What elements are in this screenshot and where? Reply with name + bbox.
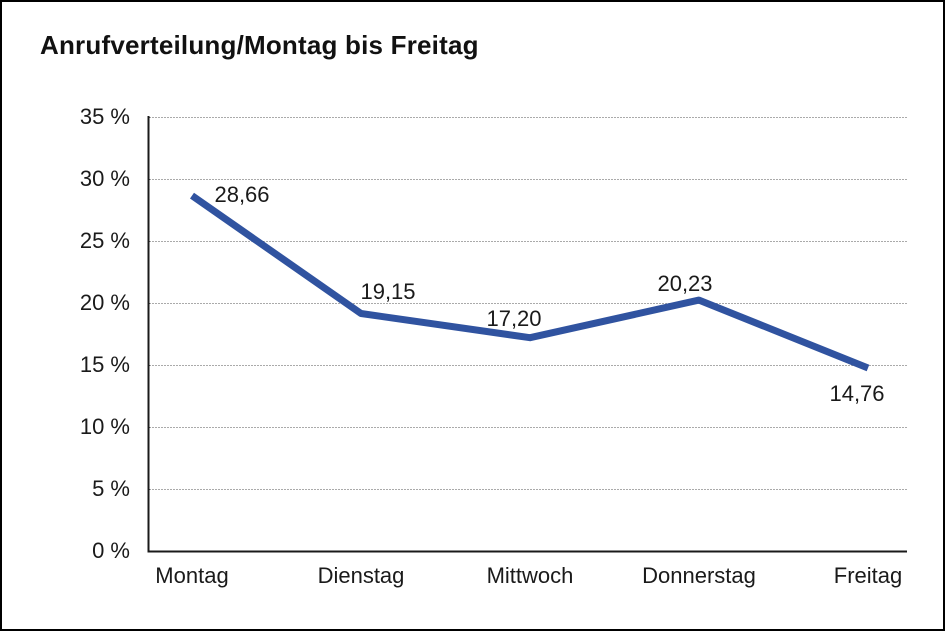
data-point-label: 19,15 (360, 278, 416, 304)
data-series-line (189, 192, 870, 372)
y-tick-label: 5 % (92, 476, 130, 501)
x-tick-label: Mittwoch (486, 563, 574, 588)
y-tick-label: 10 % (79, 414, 130, 439)
y-tick-label: 25 % (79, 228, 130, 253)
chart-title: Anrufverteilung/Montag bis Freitag (40, 30, 479, 60)
x-tick-label: Dienstag (317, 563, 405, 588)
data-point-label: 14,76 (829, 380, 885, 406)
y-tick-label: 35 % (79, 104, 130, 129)
x-tick-label: Donnerstag (642, 563, 756, 588)
x-tick-label: Montag (155, 563, 229, 588)
data-point-label: 28,66 (214, 181, 270, 207)
data-point-label: 20,23 (657, 271, 713, 297)
y-tick-label: 20 % (79, 290, 130, 315)
y-tick-label: 15 % (79, 352, 130, 377)
y-tick-label: 30 % (79, 166, 130, 191)
x-tick-label: Freitag (833, 563, 903, 588)
y-tick-label: 0 % (92, 538, 130, 563)
data-point-label: 17,20 (486, 305, 542, 331)
